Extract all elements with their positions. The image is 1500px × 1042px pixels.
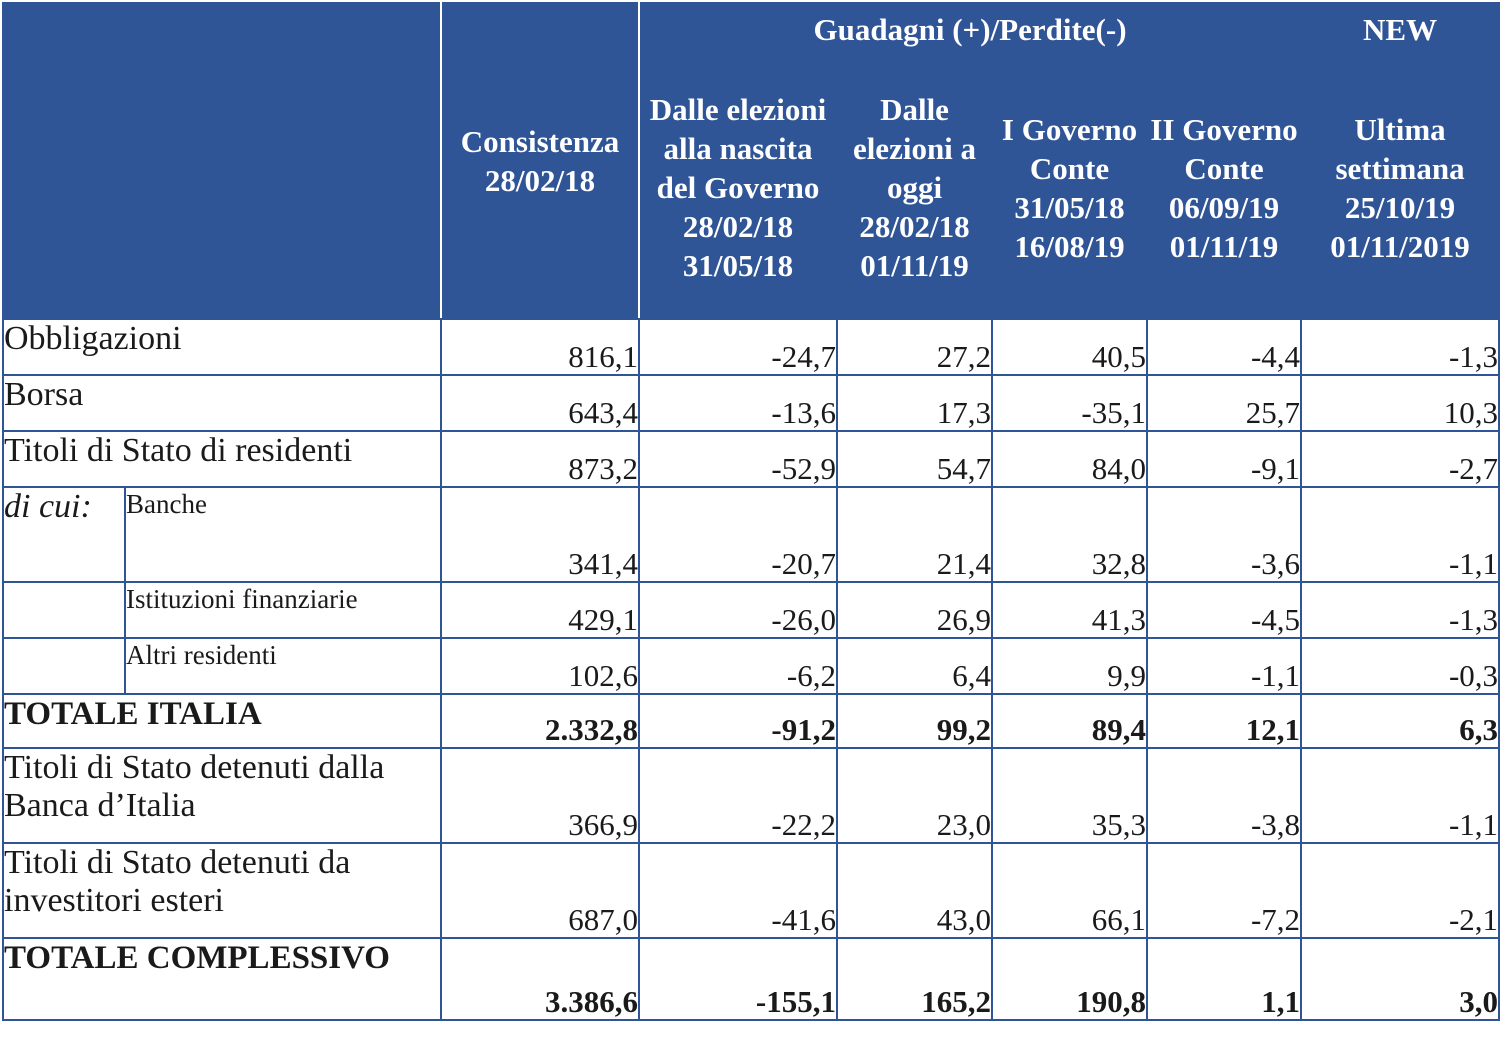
di-cui-label: di cui: bbox=[2, 486, 126, 583]
header-group-gains-losses: Guadagni (+)/Perdite(-) bbox=[637, 2, 1303, 57]
header-col-governo-conte-2: II Governo Conte 06/09/19 01/11/19 bbox=[1145, 55, 1303, 320]
row-label: Obbligazioni bbox=[2, 318, 442, 376]
table-cell: -13,6 bbox=[638, 374, 838, 432]
table-cell: -155,1 bbox=[638, 937, 838, 1021]
table-cell: -1,1 bbox=[1300, 486, 1500, 583]
table-cell: 6,4 bbox=[836, 637, 993, 695]
header-new-label: NEW bbox=[1300, 2, 1500, 57]
table-cell: -24,7 bbox=[638, 318, 838, 376]
row-label: Banche bbox=[124, 486, 442, 583]
table-cell: -1,3 bbox=[1300, 318, 1500, 376]
header-blank-cell bbox=[2, 2, 442, 320]
table-body: Obbligazioni 816,1 -24,7 27,2 40,5 -4,4 … bbox=[2, 318, 1500, 1021]
table-cell: 40,5 bbox=[991, 318, 1148, 376]
table-cell: 66,1 bbox=[991, 842, 1148, 939]
empty-cell bbox=[2, 581, 126, 639]
table-row: Altri residenti 102,6 -6,2 6,4 9,9 -1,1 … bbox=[2, 637, 1500, 695]
row-label: Titoli di Stato detenuti dalla Banca d’I… bbox=[2, 747, 442, 844]
table-cell: 43,0 bbox=[836, 842, 993, 939]
table-cell: 102,6 bbox=[440, 637, 640, 695]
table-cell: -2,1 bbox=[1300, 842, 1500, 939]
table-cell: 27,2 bbox=[836, 318, 993, 376]
table-cell: -20,7 bbox=[638, 486, 838, 583]
table-row: Obbligazioni 816,1 -24,7 27,2 40,5 -4,4 … bbox=[2, 318, 1500, 376]
table-cell: 6,3 bbox=[1300, 693, 1500, 749]
table-cell: 3,0 bbox=[1300, 937, 1500, 1021]
table-cell: 3.386,6 bbox=[440, 937, 640, 1021]
table-row: Titoli di Stato di residenti 873,2 -52,9… bbox=[2, 430, 1500, 488]
table-cell: 26,9 bbox=[836, 581, 993, 639]
table-cell: 54,7 bbox=[836, 430, 993, 488]
table-cell: -3,8 bbox=[1145, 747, 1303, 844]
empty-cell bbox=[2, 637, 126, 695]
table-cell: -6,2 bbox=[638, 637, 838, 695]
header-col-elezioni-nascita: Dalle elezioni alla nascita del Governo … bbox=[638, 55, 838, 320]
table-cell: 17,3 bbox=[836, 374, 993, 432]
table-row: Borsa 643,4 -13,6 17,3 -35,1 25,7 10,3 bbox=[2, 374, 1500, 432]
table-cell: 35,3 bbox=[991, 747, 1148, 844]
table-row: Istituzioni finanziarie 429,1 -26,0 26,9… bbox=[2, 581, 1500, 639]
table-header: Consistenza 28/02/18 Guadagni (+)/Perdit… bbox=[2, 2, 1500, 320]
table-cell: 165,2 bbox=[836, 937, 993, 1021]
table-cell: -35,1 bbox=[991, 374, 1148, 432]
table-cell: 25,7 bbox=[1145, 374, 1303, 432]
table-cell: 366,9 bbox=[440, 747, 640, 844]
table-row-total-complessivo: TOTALE COMPLESSIVO 3.386,6 -155,1 165,2 … bbox=[2, 937, 1500, 1021]
table-cell: 84,0 bbox=[991, 430, 1148, 488]
table-cell: -4,4 bbox=[1145, 318, 1303, 376]
table-cell: 341,4 bbox=[440, 486, 640, 583]
table-cell: -2,7 bbox=[1300, 430, 1500, 488]
table-cell: 429,1 bbox=[440, 581, 640, 639]
table-cell: 1,1 bbox=[1145, 937, 1303, 1021]
table-cell: 873,2 bbox=[440, 430, 640, 488]
table-cell: 21,4 bbox=[836, 486, 993, 583]
table-cell: 12,1 bbox=[1145, 693, 1303, 749]
table-cell: 9,9 bbox=[991, 637, 1148, 695]
table-cell: 687,0 bbox=[440, 842, 640, 939]
table-cell: 643,4 bbox=[440, 374, 640, 432]
header-col-consistenza: Consistenza 28/02/18 bbox=[440, 2, 640, 320]
table-cell: 2.332,8 bbox=[440, 693, 640, 749]
table-cell: -22,2 bbox=[638, 747, 838, 844]
row-label: Titoli di Stato di residenti bbox=[2, 430, 442, 488]
row-label: Istituzioni finanziarie bbox=[124, 581, 442, 639]
table-row: Titoli di Stato detenuti dalla Banca d’I… bbox=[2, 747, 1500, 844]
table-cell: 190,8 bbox=[991, 937, 1148, 1021]
table-cell: 99,2 bbox=[836, 693, 993, 749]
table-cell: 32,8 bbox=[991, 486, 1148, 583]
table-cell: 816,1 bbox=[440, 318, 640, 376]
data-table: Consistenza 28/02/18 Guadagni (+)/Perdit… bbox=[2, 2, 1500, 1021]
header-col-ultima-settimana: Ultima settimana 25/10/19 01/11/2019 bbox=[1300, 55, 1500, 320]
table-cell: 89,4 bbox=[991, 693, 1148, 749]
table-cell: -3,6 bbox=[1145, 486, 1303, 583]
table-row: di cui: Banche 341,4 -20,7 21,4 32,8 -3,… bbox=[2, 486, 1500, 583]
header-col-elezioni-oggi: Dalle elezioni a oggi 28/02/18 01/11/19 bbox=[836, 55, 993, 320]
table-cell: -0,3 bbox=[1300, 637, 1500, 695]
row-label: Titoli di Stato detenuti da investitori … bbox=[2, 842, 442, 939]
table-cell: 41,3 bbox=[991, 581, 1148, 639]
table-cell: -1,1 bbox=[1300, 747, 1500, 844]
table-row-total-italia: TOTALE ITALIA 2.332,8 -91,2 99,2 89,4 12… bbox=[2, 693, 1500, 749]
header-col-governo-conte-1: I Governo Conte 31/05/18 16/08/19 bbox=[991, 55, 1148, 320]
table-cell: -7,2 bbox=[1145, 842, 1303, 939]
table-cell: -91,2 bbox=[638, 693, 838, 749]
table-cell: -1,3 bbox=[1300, 581, 1500, 639]
row-label: TOTALE ITALIA bbox=[2, 693, 442, 749]
table-cell: -26,0 bbox=[638, 581, 838, 639]
row-label: TOTALE COMPLESSIVO bbox=[2, 937, 442, 1021]
table-cell: 10,3 bbox=[1300, 374, 1500, 432]
table-cell: -52,9 bbox=[638, 430, 838, 488]
table-cell: -41,6 bbox=[638, 842, 838, 939]
table-cell: 23,0 bbox=[836, 747, 993, 844]
table-cell: -4,5 bbox=[1145, 581, 1303, 639]
table-row: Titoli di Stato detenuti da investitori … bbox=[2, 842, 1500, 939]
row-label: Borsa bbox=[2, 374, 442, 432]
row-label: Altri residenti bbox=[124, 637, 442, 695]
table-cell: -9,1 bbox=[1145, 430, 1303, 488]
table-cell: -1,1 bbox=[1145, 637, 1303, 695]
